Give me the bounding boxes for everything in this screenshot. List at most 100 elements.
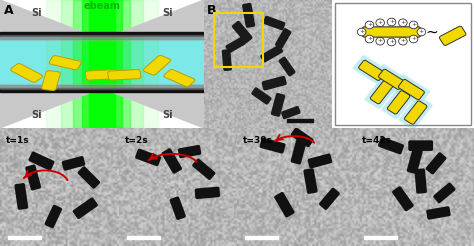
FancyBboxPatch shape: [170, 196, 186, 220]
Bar: [0, 84, 204, 88]
Circle shape: [399, 19, 407, 27]
FancyBboxPatch shape: [222, 49, 232, 71]
Circle shape: [417, 28, 426, 36]
FancyBboxPatch shape: [407, 148, 423, 174]
Text: t=39s: t=39s: [243, 136, 273, 145]
FancyBboxPatch shape: [378, 137, 404, 154]
FancyBboxPatch shape: [62, 156, 85, 171]
FancyBboxPatch shape: [373, 64, 410, 94]
FancyBboxPatch shape: [259, 138, 286, 154]
Bar: [287, 119, 312, 122]
FancyBboxPatch shape: [414, 168, 427, 194]
Bar: [214, 13, 263, 66]
FancyBboxPatch shape: [14, 183, 28, 210]
Text: B: B: [206, 4, 216, 17]
Bar: [0, 36, 204, 40]
Circle shape: [399, 37, 407, 45]
Circle shape: [376, 19, 384, 27]
Bar: [61, 0, 143, 128]
Bar: [46, 0, 158, 128]
FancyBboxPatch shape: [291, 127, 314, 147]
FancyBboxPatch shape: [178, 145, 201, 158]
FancyBboxPatch shape: [379, 69, 404, 90]
Text: ~: ~: [425, 25, 438, 39]
Text: A: A: [4, 4, 14, 17]
Bar: [8, 236, 42, 239]
FancyBboxPatch shape: [281, 106, 301, 119]
FancyBboxPatch shape: [308, 154, 332, 169]
FancyBboxPatch shape: [271, 93, 285, 117]
FancyBboxPatch shape: [242, 3, 255, 28]
FancyBboxPatch shape: [195, 187, 220, 199]
FancyBboxPatch shape: [73, 197, 98, 219]
Circle shape: [357, 28, 366, 36]
FancyBboxPatch shape: [426, 206, 451, 220]
Circle shape: [409, 35, 418, 43]
FancyBboxPatch shape: [392, 74, 430, 105]
Text: Si: Si: [31, 110, 42, 120]
FancyBboxPatch shape: [319, 187, 340, 210]
FancyBboxPatch shape: [10, 63, 43, 82]
FancyBboxPatch shape: [49, 56, 81, 70]
FancyBboxPatch shape: [392, 186, 414, 211]
Bar: [0, 88, 204, 92]
FancyBboxPatch shape: [263, 16, 285, 30]
FancyBboxPatch shape: [42, 71, 60, 91]
Circle shape: [365, 35, 374, 43]
FancyBboxPatch shape: [162, 148, 182, 174]
Text: +: +: [411, 36, 416, 41]
Bar: [89, 0, 115, 128]
FancyBboxPatch shape: [45, 205, 62, 228]
Polygon shape: [0, 0, 92, 36]
FancyBboxPatch shape: [387, 91, 410, 114]
Text: Si: Si: [31, 8, 42, 18]
Bar: [0, 85, 204, 89]
FancyBboxPatch shape: [274, 192, 295, 217]
Circle shape: [365, 21, 374, 29]
Bar: [0, 32, 204, 36]
Text: t=1s: t=1s: [6, 136, 29, 145]
FancyBboxPatch shape: [365, 75, 399, 109]
FancyBboxPatch shape: [433, 183, 456, 203]
FancyBboxPatch shape: [399, 79, 424, 100]
Polygon shape: [112, 0, 204, 36]
FancyBboxPatch shape: [275, 28, 292, 49]
Circle shape: [387, 18, 396, 26]
FancyBboxPatch shape: [278, 57, 296, 77]
Text: +: +: [377, 20, 383, 25]
FancyBboxPatch shape: [439, 26, 466, 46]
Polygon shape: [0, 92, 92, 128]
Bar: [246, 236, 278, 239]
FancyBboxPatch shape: [262, 76, 287, 91]
Text: +: +: [411, 22, 416, 27]
Bar: [127, 236, 160, 239]
FancyBboxPatch shape: [303, 168, 318, 194]
FancyBboxPatch shape: [25, 165, 41, 190]
FancyBboxPatch shape: [260, 45, 283, 63]
FancyBboxPatch shape: [408, 140, 433, 151]
FancyBboxPatch shape: [28, 152, 55, 170]
Text: t=42s: t=42s: [361, 136, 392, 145]
FancyBboxPatch shape: [404, 101, 427, 124]
Bar: [0, 36, 204, 90]
FancyBboxPatch shape: [78, 166, 100, 189]
Text: +: +: [400, 20, 406, 25]
Circle shape: [409, 21, 418, 29]
Text: +: +: [367, 22, 372, 27]
Bar: [82, 0, 122, 128]
FancyBboxPatch shape: [251, 87, 272, 105]
Text: +: +: [400, 38, 406, 43]
Text: +: +: [377, 38, 383, 43]
FancyBboxPatch shape: [382, 85, 416, 119]
Text: +: +: [419, 29, 424, 34]
FancyBboxPatch shape: [370, 80, 393, 104]
FancyBboxPatch shape: [399, 96, 433, 129]
Text: Si: Si: [162, 8, 173, 18]
Bar: [73, 0, 130, 128]
FancyBboxPatch shape: [108, 70, 141, 80]
Circle shape: [387, 38, 396, 46]
FancyBboxPatch shape: [192, 158, 216, 180]
Text: +: +: [359, 29, 365, 34]
FancyBboxPatch shape: [291, 138, 307, 165]
FancyBboxPatch shape: [143, 55, 171, 75]
